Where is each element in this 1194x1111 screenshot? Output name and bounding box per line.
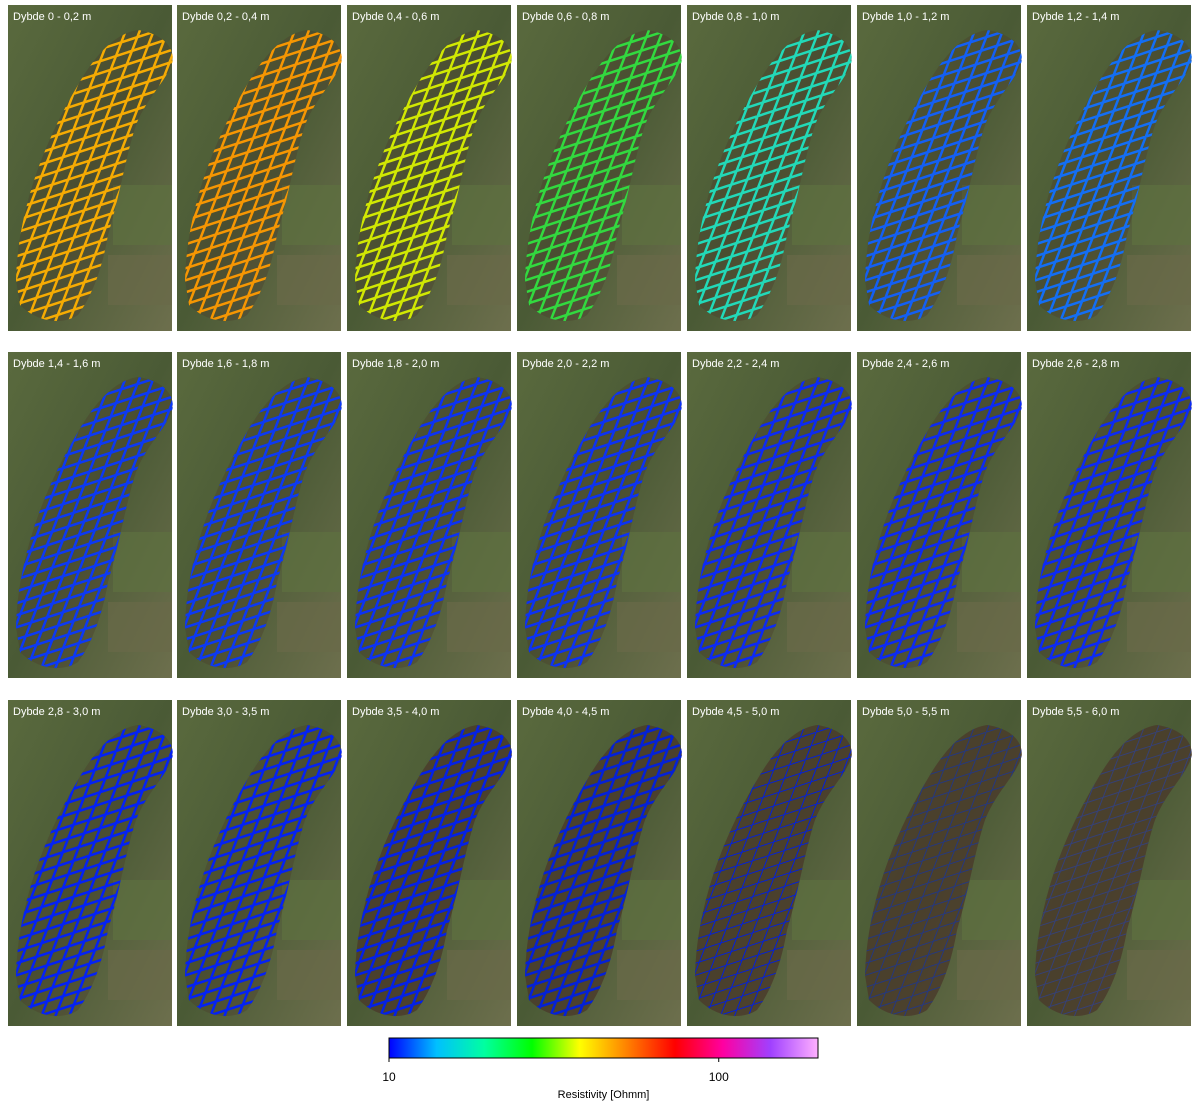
panel-label: Dybde 1,2 - 1,4 m	[1032, 11, 1119, 23]
field	[1132, 532, 1191, 592]
figure: Dybde 0 - 0,2 m Dybde 0,2 - 0,4 m Dybde 0,…	[0, 0, 1194, 1106]
field	[617, 950, 681, 1000]
field	[1132, 880, 1191, 940]
field	[452, 185, 511, 245]
panel-label: Dybde 2,8 - 3,0 m	[13, 706, 100, 718]
panel-label: Dybde 4,5 - 5,0 m	[692, 706, 779, 718]
field	[108, 255, 172, 305]
colorbar-tick-label: 10	[382, 1070, 396, 1084]
field	[447, 602, 511, 652]
field	[957, 602, 1021, 652]
panel-label: Dybde 1,4 - 1,6 m	[13, 358, 100, 370]
field	[962, 185, 1021, 245]
field	[277, 950, 341, 1000]
panel-label: Dybde 2,4 - 2,6 m	[862, 358, 949, 370]
field	[447, 950, 511, 1000]
panel-label: Dybde 2,0 - 2,2 m	[522, 358, 609, 370]
panel-label: Dybde 5,5 - 6,0 m	[1032, 706, 1119, 718]
colorbar-label: Resistivity [Ohmm]	[558, 1089, 650, 1101]
field	[787, 950, 851, 1000]
field	[282, 880, 341, 940]
field	[1127, 255, 1191, 305]
field	[622, 185, 681, 245]
field	[277, 255, 341, 305]
panel-label: Dybde 2,6 - 2,8 m	[1032, 358, 1119, 370]
field	[787, 255, 851, 305]
field	[622, 880, 681, 940]
panel-label: Dybde 0,2 - 0,4 m	[182, 11, 269, 23]
field	[282, 185, 341, 245]
field	[957, 255, 1021, 305]
field	[282, 532, 341, 592]
field	[452, 532, 511, 592]
field	[792, 532, 851, 592]
panel-label: Dybde 0,4 - 0,6 m	[352, 11, 439, 23]
field	[447, 255, 511, 305]
field	[962, 532, 1021, 592]
panel-label: Dybde 1,6 - 1,8 m	[182, 358, 269, 370]
colorbar	[389, 1038, 818, 1058]
field	[1132, 185, 1191, 245]
field	[108, 950, 172, 1000]
field	[108, 602, 172, 652]
field	[617, 255, 681, 305]
panel-label: Dybde 0,6 - 0,8 m	[522, 11, 609, 23]
panel-label: Dybde 1,0 - 1,2 m	[862, 11, 949, 23]
panel-label: Dybde 2,2 - 2,4 m	[692, 358, 779, 370]
panel-label: Dybde 0,8 - 1,0 m	[692, 11, 779, 23]
field	[622, 532, 681, 592]
field	[1127, 950, 1191, 1000]
field	[792, 880, 851, 940]
field	[277, 602, 341, 652]
field	[452, 880, 511, 940]
field	[787, 602, 851, 652]
panel-label: Dybde 3,5 - 4,0 m	[352, 706, 439, 718]
field	[113, 532, 172, 592]
field	[617, 602, 681, 652]
panel-label: Dybde 1,8 - 2,0 m	[352, 358, 439, 370]
field	[113, 185, 172, 245]
field	[957, 950, 1021, 1000]
field	[113, 880, 172, 940]
panel-label: Dybde 0 - 0,2 m	[13, 11, 91, 23]
panel-label: Dybde 4,0 - 4,5 m	[522, 706, 609, 718]
colorbar-tick-label: 100	[709, 1070, 729, 1084]
field	[1127, 602, 1191, 652]
panel-label: Dybde 5,0 - 5,5 m	[862, 706, 949, 718]
field	[792, 185, 851, 245]
panel-label: Dybde 3,0 - 3,5 m	[182, 706, 269, 718]
field	[962, 880, 1021, 940]
